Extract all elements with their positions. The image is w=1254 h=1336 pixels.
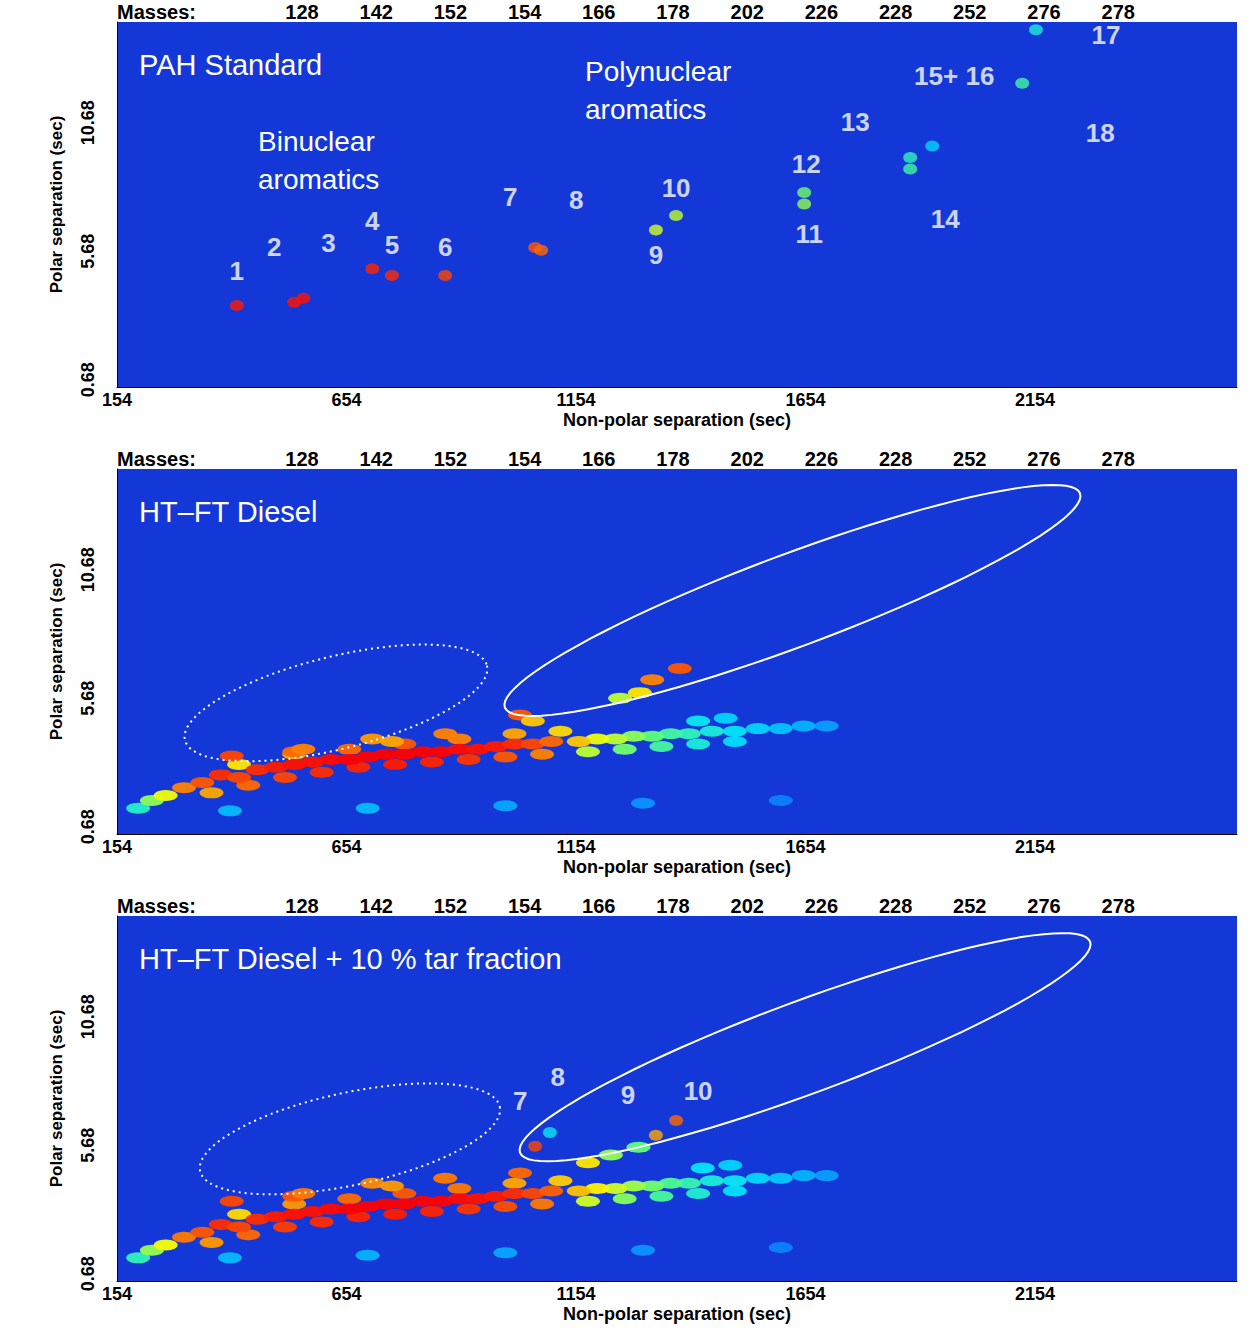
svg-text:aromatics: aromatics	[585, 94, 706, 125]
svg-text:178: 178	[656, 448, 689, 470]
svg-text:154: 154	[102, 390, 132, 410]
svg-text:14: 14	[931, 204, 960, 234]
svg-text:152: 152	[434, 448, 467, 470]
svg-text:Polynuclear: Polynuclear	[585, 56, 731, 87]
svg-text:6: 6	[438, 232, 452, 262]
svg-text:152: 152	[434, 1, 467, 23]
svg-text:154: 154	[102, 1284, 132, 1304]
svg-text:166: 166	[582, 1, 615, 23]
svg-text:Binuclear: Binuclear	[258, 126, 375, 157]
svg-text:166: 166	[582, 448, 615, 470]
svg-text:Polar separation (sec): Polar separation (sec)	[47, 116, 66, 294]
svg-text:202: 202	[731, 895, 764, 917]
svg-text:10: 10	[662, 173, 691, 203]
svg-text:276: 276	[1027, 1, 1060, 23]
svg-text:15+ 16: 15+ 16	[914, 61, 994, 91]
svg-text:228: 228	[879, 448, 912, 470]
svg-text:228: 228	[879, 1, 912, 23]
svg-text:226: 226	[805, 448, 838, 470]
svg-text:278: 278	[1101, 1, 1135, 23]
svg-text:654: 654	[331, 390, 361, 410]
svg-text:13: 13	[841, 107, 870, 137]
svg-text:17: 17	[1091, 20, 1120, 50]
svg-text:5.68: 5.68	[78, 234, 98, 269]
svg-text:128: 128	[285, 448, 318, 470]
svg-text:3: 3	[321, 228, 335, 258]
svg-text:12: 12	[792, 149, 821, 179]
svg-text:226: 226	[805, 895, 838, 917]
svg-text:654: 654	[331, 837, 361, 857]
svg-text:142: 142	[360, 1, 393, 23]
svg-text:HT–FT Diesel + 10 % tar fracti: HT–FT Diesel + 10 % tar fraction	[139, 943, 562, 975]
svg-text:7: 7	[513, 1086, 527, 1116]
svg-text:2154: 2154	[1015, 390, 1055, 410]
svg-text:5: 5	[385, 230, 399, 260]
svg-text:Masses:: Masses:	[117, 895, 196, 917]
svg-text:142: 142	[360, 895, 393, 917]
svg-text:228: 228	[879, 895, 912, 917]
svg-text:252: 252	[953, 448, 986, 470]
svg-text:276: 276	[1027, 448, 1060, 470]
svg-text:Masses:: Masses:	[117, 448, 196, 470]
svg-text:Non-polar separation (sec): Non-polar separation (sec)	[563, 410, 791, 430]
svg-text:276: 276	[1027, 895, 1060, 917]
svg-text:1654: 1654	[786, 1284, 826, 1304]
svg-text:2: 2	[267, 232, 281, 262]
svg-text:10.68: 10.68	[78, 994, 98, 1039]
svg-text:10.68: 10.68	[78, 547, 98, 592]
svg-text:7: 7	[503, 182, 517, 212]
svg-text:Non-polar separation (sec): Non-polar separation (sec)	[563, 857, 791, 877]
svg-text:8: 8	[569, 185, 583, 215]
svg-text:128: 128	[285, 1, 318, 23]
svg-text:0.68: 0.68	[78, 1256, 98, 1291]
svg-text:1154: 1154	[556, 390, 595, 410]
svg-text:654: 654	[331, 1284, 361, 1304]
svg-text:10: 10	[684, 1076, 713, 1106]
svg-text:154: 154	[508, 895, 542, 917]
svg-text:18: 18	[1086, 118, 1115, 148]
svg-text:252: 252	[953, 895, 986, 917]
svg-text:4: 4	[365, 206, 380, 236]
svg-text:Polar separation (sec): Polar separation (sec)	[47, 1010, 66, 1188]
svg-text:1154: 1154	[556, 837, 595, 857]
svg-text:11: 11	[795, 219, 823, 249]
svg-text:154: 154	[102, 837, 132, 857]
svg-text:aromatics: aromatics	[258, 164, 379, 195]
svg-text:10.68: 10.68	[78, 100, 98, 145]
svg-text:5.68: 5.68	[78, 681, 98, 716]
svg-text:5.68: 5.68	[78, 1128, 98, 1163]
svg-text:278: 278	[1102, 448, 1135, 470]
svg-text:8: 8	[551, 1062, 565, 1092]
svg-text:1154: 1154	[556, 1284, 595, 1304]
svg-text:202: 202	[731, 448, 764, 470]
svg-text:9: 9	[621, 1080, 635, 1110]
svg-text:1654: 1654	[786, 390, 826, 410]
svg-text:152: 152	[434, 895, 467, 917]
svg-text:226: 226	[805, 1, 838, 23]
svg-text:0.68: 0.68	[78, 809, 98, 844]
svg-text:178: 178	[656, 895, 689, 917]
svg-text:166: 166	[582, 895, 615, 917]
svg-text:Polar separation (sec): Polar separation (sec)	[47, 563, 66, 741]
svg-text:154: 154	[508, 1, 542, 23]
svg-text:1: 1	[230, 256, 244, 286]
svg-text:0.68: 0.68	[78, 362, 98, 397]
svg-text:1654: 1654	[786, 837, 826, 857]
svg-text:252: 252	[953, 1, 986, 23]
svg-text:PAH Standard: PAH Standard	[139, 49, 322, 81]
svg-text:154: 154	[508, 448, 542, 470]
svg-text:2154: 2154	[1015, 1284, 1055, 1304]
svg-text:178: 178	[656, 1, 689, 23]
svg-text:Non-polar separation (sec): Non-polar separation (sec)	[563, 1304, 791, 1324]
svg-text:2154: 2154	[1015, 837, 1055, 857]
svg-text:278: 278	[1102, 895, 1135, 917]
svg-text:HT–FT Diesel: HT–FT Diesel	[139, 496, 317, 528]
svg-text:202: 202	[731, 1, 764, 23]
svg-text:142: 142	[360, 448, 393, 470]
svg-text:128: 128	[285, 895, 318, 917]
svg-text:9: 9	[649, 240, 663, 270]
svg-text:Masses:: Masses:	[117, 1, 196, 23]
